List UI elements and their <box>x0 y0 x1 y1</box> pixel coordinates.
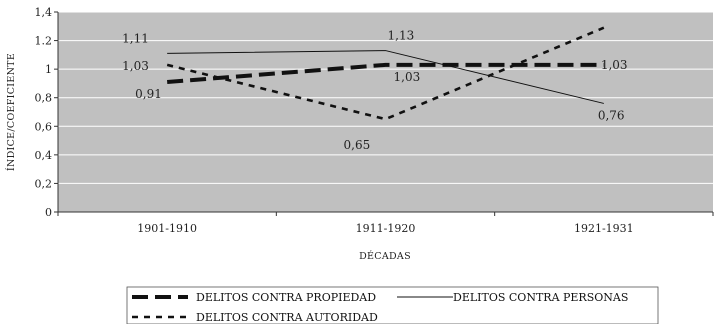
y-tick-labels: 0 0,2 0,4 0,6 0,8 1 1.2 1,4 <box>35 6 53 219</box>
plot-area <box>58 12 713 212</box>
legend-label: DELITOS CONTRA AUTORIDAD <box>196 311 378 324</box>
legend-label: DELITOS CONTRA PERSONAS <box>453 291 628 304</box>
data-label: 1,13 <box>388 29 415 43</box>
x-axis-title: DÉCADAS <box>359 250 411 262</box>
data-label: 0,76 <box>598 108 625 122</box>
legend: DELITOS CONTRA PROPIEDAD DELITOS CONTRA P… <box>126 286 659 324</box>
x-tick-labels: 1901-1910 1911-1920 1921-1931 <box>137 222 633 235</box>
data-label: 0,65 <box>344 138 371 152</box>
legend-box <box>126 286 659 324</box>
series-lines <box>166 26 605 121</box>
data-labels: 0,91 1,03 1,03 1,11 1,13 0,76 1,03 0,65 1,29 <box>122 0 627 152</box>
data-label: 1,03 <box>122 59 149 73</box>
x-tick-label: 1921-1931 <box>574 222 634 235</box>
series-line-0 <box>167 62 604 84</box>
y-tick-label: 0,2 <box>35 177 53 190</box>
y-tick-label: 0 <box>45 206 52 219</box>
y-tick-label: 1,4 <box>35 6 53 19</box>
y-tick-label: 0,6 <box>35 120 53 133</box>
series-line-1 <box>167 50 604 104</box>
y-tick-label: 1.2 <box>35 35 53 48</box>
data-label: 0,91 <box>135 87 162 101</box>
data-label: 1,03 <box>601 58 628 72</box>
y-tick-label: 0,8 <box>35 92 53 105</box>
data-label: 1,29 <box>598 0 625 1</box>
y-axis-title: ÍNDICE/COEFICIENTE <box>5 53 17 171</box>
axes <box>57 12 714 216</box>
x-tick-label: 1911-1920 <box>356 222 416 235</box>
legend-items: DELITOS CONTRA PROPIEDAD DELITOS CONTRA P… <box>132 291 628 324</box>
y-tick-label: 1 <box>45 63 52 76</box>
series-line-2 <box>166 26 605 121</box>
y-tick-label: 0,4 <box>35 149 53 162</box>
x-tick-label: 1901-1910 <box>137 222 197 235</box>
data-label: 1,03 <box>394 70 421 84</box>
legend-label: DELITOS CONTRA PROPIEDAD <box>196 291 376 304</box>
data-label: 1,11 <box>122 31 149 45</box>
